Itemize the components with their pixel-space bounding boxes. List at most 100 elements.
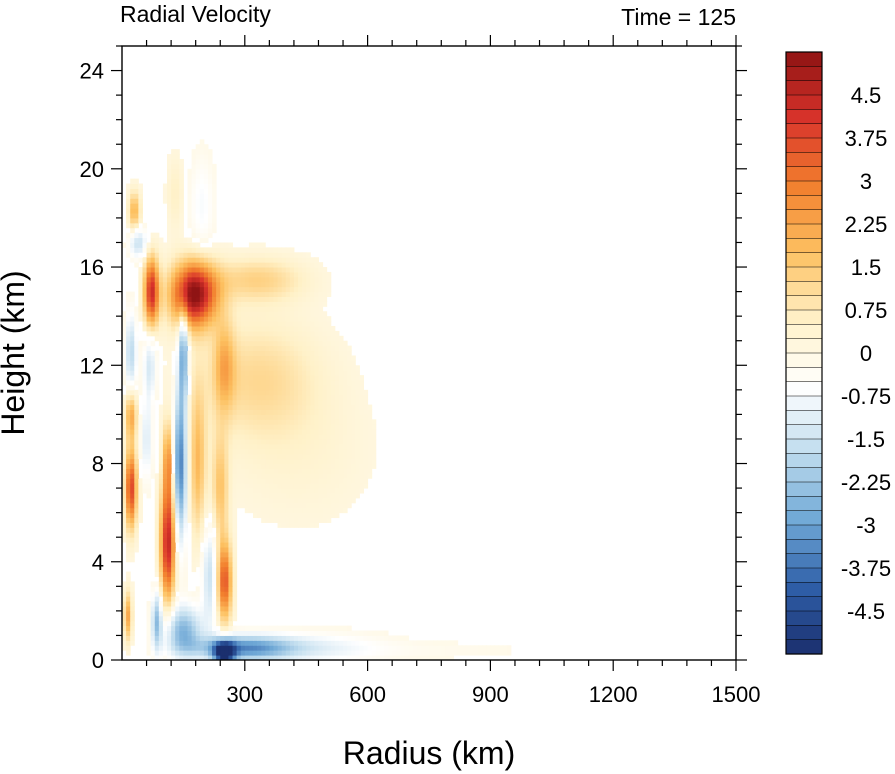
- heatmap-cell: [195, 375, 201, 381]
- heatmap-cell: [130, 213, 135, 219]
- heatmap-cell: [179, 370, 184, 376]
- heatmap-cell: [142, 375, 148, 381]
- heatmap-cell: [334, 340, 340, 347]
- heatmap-cell: [343, 429, 348, 435]
- heatmap-cell: [138, 208, 143, 214]
- heatmap-cell: [179, 448, 184, 455]
- heatmap-cell: [289, 286, 295, 293]
- heatmap-cell: [232, 350, 238, 356]
- heatmap-cell: [257, 497, 262, 504]
- heatmap-cell: [232, 453, 238, 460]
- heatmap-cell: [248, 262, 254, 268]
- heatmap-cell: [277, 443, 283, 450]
- heatmap-cell: [212, 468, 217, 474]
- heatmap-cell: [334, 350, 340, 356]
- heatmap-cell: [273, 257, 279, 263]
- heatmap-cell: [167, 355, 172, 361]
- heatmap-cell: [220, 286, 225, 293]
- heatmap-cell: [277, 252, 283, 258]
- heatmap-cell: [191, 217, 197, 224]
- heatmap-cell: [195, 596, 201, 602]
- heatmap-cell: [175, 262, 180, 268]
- heatmap-cell: [310, 345, 315, 352]
- heatmap-cell: [494, 650, 500, 656]
- heatmap-cell: [158, 620, 164, 627]
- heatmap-cell: [330, 625, 336, 632]
- heatmap-cell: [257, 345, 262, 352]
- heatmap-cell: [326, 355, 332, 361]
- heatmap-cell: [285, 375, 291, 381]
- heatmap-cell: [347, 453, 352, 460]
- heatmap-cell: [216, 547, 221, 553]
- heatmap-cell: [388, 645, 393, 651]
- heatmap-cell: [330, 404, 336, 410]
- heatmap-cell: [216, 478, 221, 484]
- heatmap-cell: [126, 532, 131, 538]
- heatmap-cell: [134, 463, 139, 469]
- heatmap-cell: [130, 203, 135, 209]
- heatmap-cell: [277, 271, 283, 278]
- heatmap-cell: [236, 434, 242, 440]
- heatmap-cell: [306, 291, 311, 298]
- heatmap-cell: [416, 645, 422, 651]
- heatmap-cell: [203, 340, 209, 347]
- heatmap-cell: [203, 448, 209, 455]
- heatmap-cell: [158, 547, 164, 553]
- heatmap-cell: [318, 419, 324, 425]
- heatmap-cell: [298, 276, 303, 283]
- heatmap-cell: [314, 262, 319, 268]
- heatmap-cell: [146, 605, 152, 612]
- heatmap-cell: [478, 650, 483, 656]
- heatmap-cell: [212, 198, 217, 204]
- heatmap-cell: [310, 419, 315, 425]
- heatmap-cell: [285, 281, 291, 288]
- heatmap-cell: [236, 394, 242, 401]
- heatmap-cell: [252, 394, 258, 401]
- heatmap-cell: [273, 404, 279, 410]
- heatmap-cell: [175, 640, 180, 646]
- heatmap-cell: [347, 502, 352, 509]
- heatmap-cell: [126, 502, 131, 509]
- colorbar-frame: [785, 51, 823, 655]
- heatmap-cell: [228, 321, 234, 327]
- heatmap-cell: [302, 404, 307, 410]
- heatmap-cell: [203, 345, 209, 352]
- heatmap-cell: [338, 414, 344, 420]
- heatmap-cell: [183, 335, 188, 342]
- heatmap-cell: [220, 551, 225, 558]
- heatmap-cell: [207, 468, 213, 474]
- heatmap-cell: [298, 340, 303, 347]
- heatmap-cell: [322, 650, 328, 656]
- heatmap-cell: [195, 350, 201, 356]
- heatmap-cell: [207, 168, 213, 175]
- heatmap-cell: [347, 345, 352, 352]
- heatmap-cell: [179, 635, 184, 641]
- heatmap-cell: [122, 507, 127, 514]
- heatmap-cell: [310, 355, 315, 361]
- heatmap-cell: [216, 384, 221, 391]
- heatmap-cell: [273, 478, 279, 484]
- heatmap-cell: [207, 655, 213, 660]
- heatmap-cell: [310, 438, 315, 445]
- heatmap-cell: [212, 330, 217, 337]
- heatmap-cell: [130, 355, 135, 361]
- heatmap-cell: [326, 468, 332, 474]
- heatmap-cell: [273, 635, 279, 641]
- heatmap-cell: [232, 576, 238, 582]
- heatmap-cell: [236, 453, 242, 460]
- heatmap-cell: [379, 655, 385, 660]
- heatmap-cell: [126, 247, 131, 253]
- heatmap-cell: [216, 301, 221, 307]
- heatmap-cell: [310, 429, 315, 435]
- heatmap-cell: [158, 271, 164, 278]
- heatmap-cell: [244, 502, 250, 509]
- heatmap-cell: [318, 497, 324, 504]
- heatmap-cell: [212, 453, 217, 460]
- heatmap-cell: [158, 330, 164, 337]
- heatmap-cell: [122, 591, 127, 597]
- heatmap-cell: [162, 596, 168, 602]
- heatmap-cell: [130, 296, 135, 302]
- colorbar-label: 0: [860, 341, 872, 366]
- heatmap-cell: [179, 429, 184, 435]
- heatmap-cell: [220, 404, 225, 410]
